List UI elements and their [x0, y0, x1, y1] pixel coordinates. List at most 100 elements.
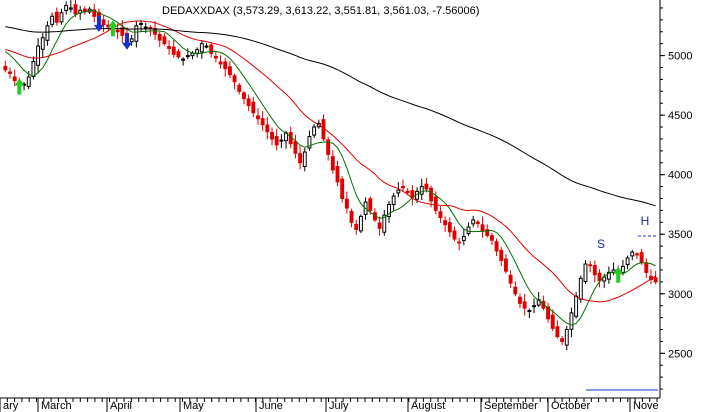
candle-down [330, 156, 335, 171]
candle-down [494, 241, 499, 252]
x-tick-label: March [41, 400, 72, 412]
annotation-label: H [641, 214, 650, 228]
annotation-label: S [597, 237, 605, 251]
candle-down [92, 9, 97, 17]
candle-down [340, 178, 345, 199]
x-tick-label: ary [3, 400, 19, 412]
candle-up [139, 22, 143, 25]
candle-down [475, 221, 480, 225]
candle-down [597, 272, 602, 282]
candle-down [270, 132, 274, 140]
candle-down [12, 76, 17, 82]
x-tick-label: August [411, 400, 445, 412]
candle-down [447, 222, 452, 233]
candle-down [485, 229, 490, 236]
x-tick-label: October [551, 400, 590, 412]
candle-down [489, 235, 494, 241]
moving-averages-group [5, 9, 656, 326]
signal-arrows-group [14, 15, 624, 283]
y-tick-label: 4500 [668, 110, 692, 122]
candle-up [45, 25, 50, 41]
y-tick-label: 5000 [668, 51, 692, 63]
buy-arrow [107, 20, 118, 37]
candle-down [115, 29, 120, 33]
candle-down [424, 183, 429, 190]
candle-up [606, 271, 611, 280]
candle-up [68, 7, 73, 10]
x-tick-label: June [259, 400, 283, 412]
candle-down [560, 338, 565, 342]
candle-down [157, 33, 162, 41]
candle-down [513, 286, 518, 295]
candle-down [176, 51, 181, 58]
candle-down [274, 136, 279, 146]
candle-up [36, 45, 41, 66]
candle-up [185, 55, 190, 58]
candle-up [532, 305, 536, 308]
buy-arrow [613, 266, 624, 283]
y-tick-label: 3500 [668, 229, 692, 241]
candle-up [471, 219, 476, 225]
candle-up [31, 61, 36, 78]
ma-fast-line [5, 9, 656, 326]
candle-down [405, 190, 410, 194]
candle-up [195, 49, 200, 54]
candle-down [167, 46, 172, 49]
candle-down [443, 220, 448, 226]
candle-up [302, 151, 307, 168]
candle-down [241, 92, 246, 99]
candle-down [326, 139, 331, 155]
candle-up [569, 312, 574, 330]
candle-down [162, 36, 167, 45]
candle-down [335, 166, 340, 183]
candle-down [120, 27, 125, 36]
candle-down [354, 223, 359, 230]
buy-arrow [14, 78, 25, 95]
candle-down [550, 314, 555, 329]
candle-down [171, 46, 176, 55]
candle-down [73, 4, 78, 15]
candle-up [312, 126, 317, 136]
candle-up [527, 309, 532, 312]
sell-arrow [93, 15, 104, 32]
candle-up [134, 25, 139, 42]
candle-down [546, 306, 551, 320]
candle-down [260, 118, 265, 126]
candle-up [358, 215, 363, 232]
candle-down [508, 274, 513, 284]
candle-down [293, 141, 298, 154]
candle-down [401, 185, 405, 189]
candle-up [578, 277, 583, 300]
candle-down [522, 301, 527, 309]
candle-down [101, 19, 106, 26]
candle-up [564, 329, 569, 346]
candle-down [480, 224, 485, 232]
candle-down [438, 211, 443, 219]
candle-up [279, 139, 284, 142]
candle-up [181, 58, 186, 61]
ma-mid-line [5, 20, 656, 303]
candle-down [503, 258, 508, 272]
candle-down [54, 11, 59, 23]
candle-down [377, 222, 382, 229]
y-tick-label: 4000 [668, 170, 692, 182]
candle-down [452, 230, 457, 240]
x-tick-label: July [329, 400, 349, 412]
candle-up [391, 195, 396, 206]
candle-up [630, 251, 635, 257]
candle-up [625, 257, 630, 265]
candle-up [387, 203, 391, 217]
candle-down [555, 326, 560, 338]
sell-arrow [121, 33, 132, 50]
candle-up [64, 5, 69, 11]
chart-title: DEDAXXDAX (3,573.29, 3,613.22, 3,551.81,… [162, 5, 479, 17]
candle-down [256, 115, 260, 120]
ma-slow-line [5, 26, 656, 207]
candle-down [634, 253, 639, 256]
candle-up [574, 295, 579, 317]
candle-down [499, 249, 504, 261]
y-tick-label: 2500 [668, 348, 692, 360]
candle-up [307, 136, 312, 149]
x-tick-label: April [110, 400, 132, 412]
